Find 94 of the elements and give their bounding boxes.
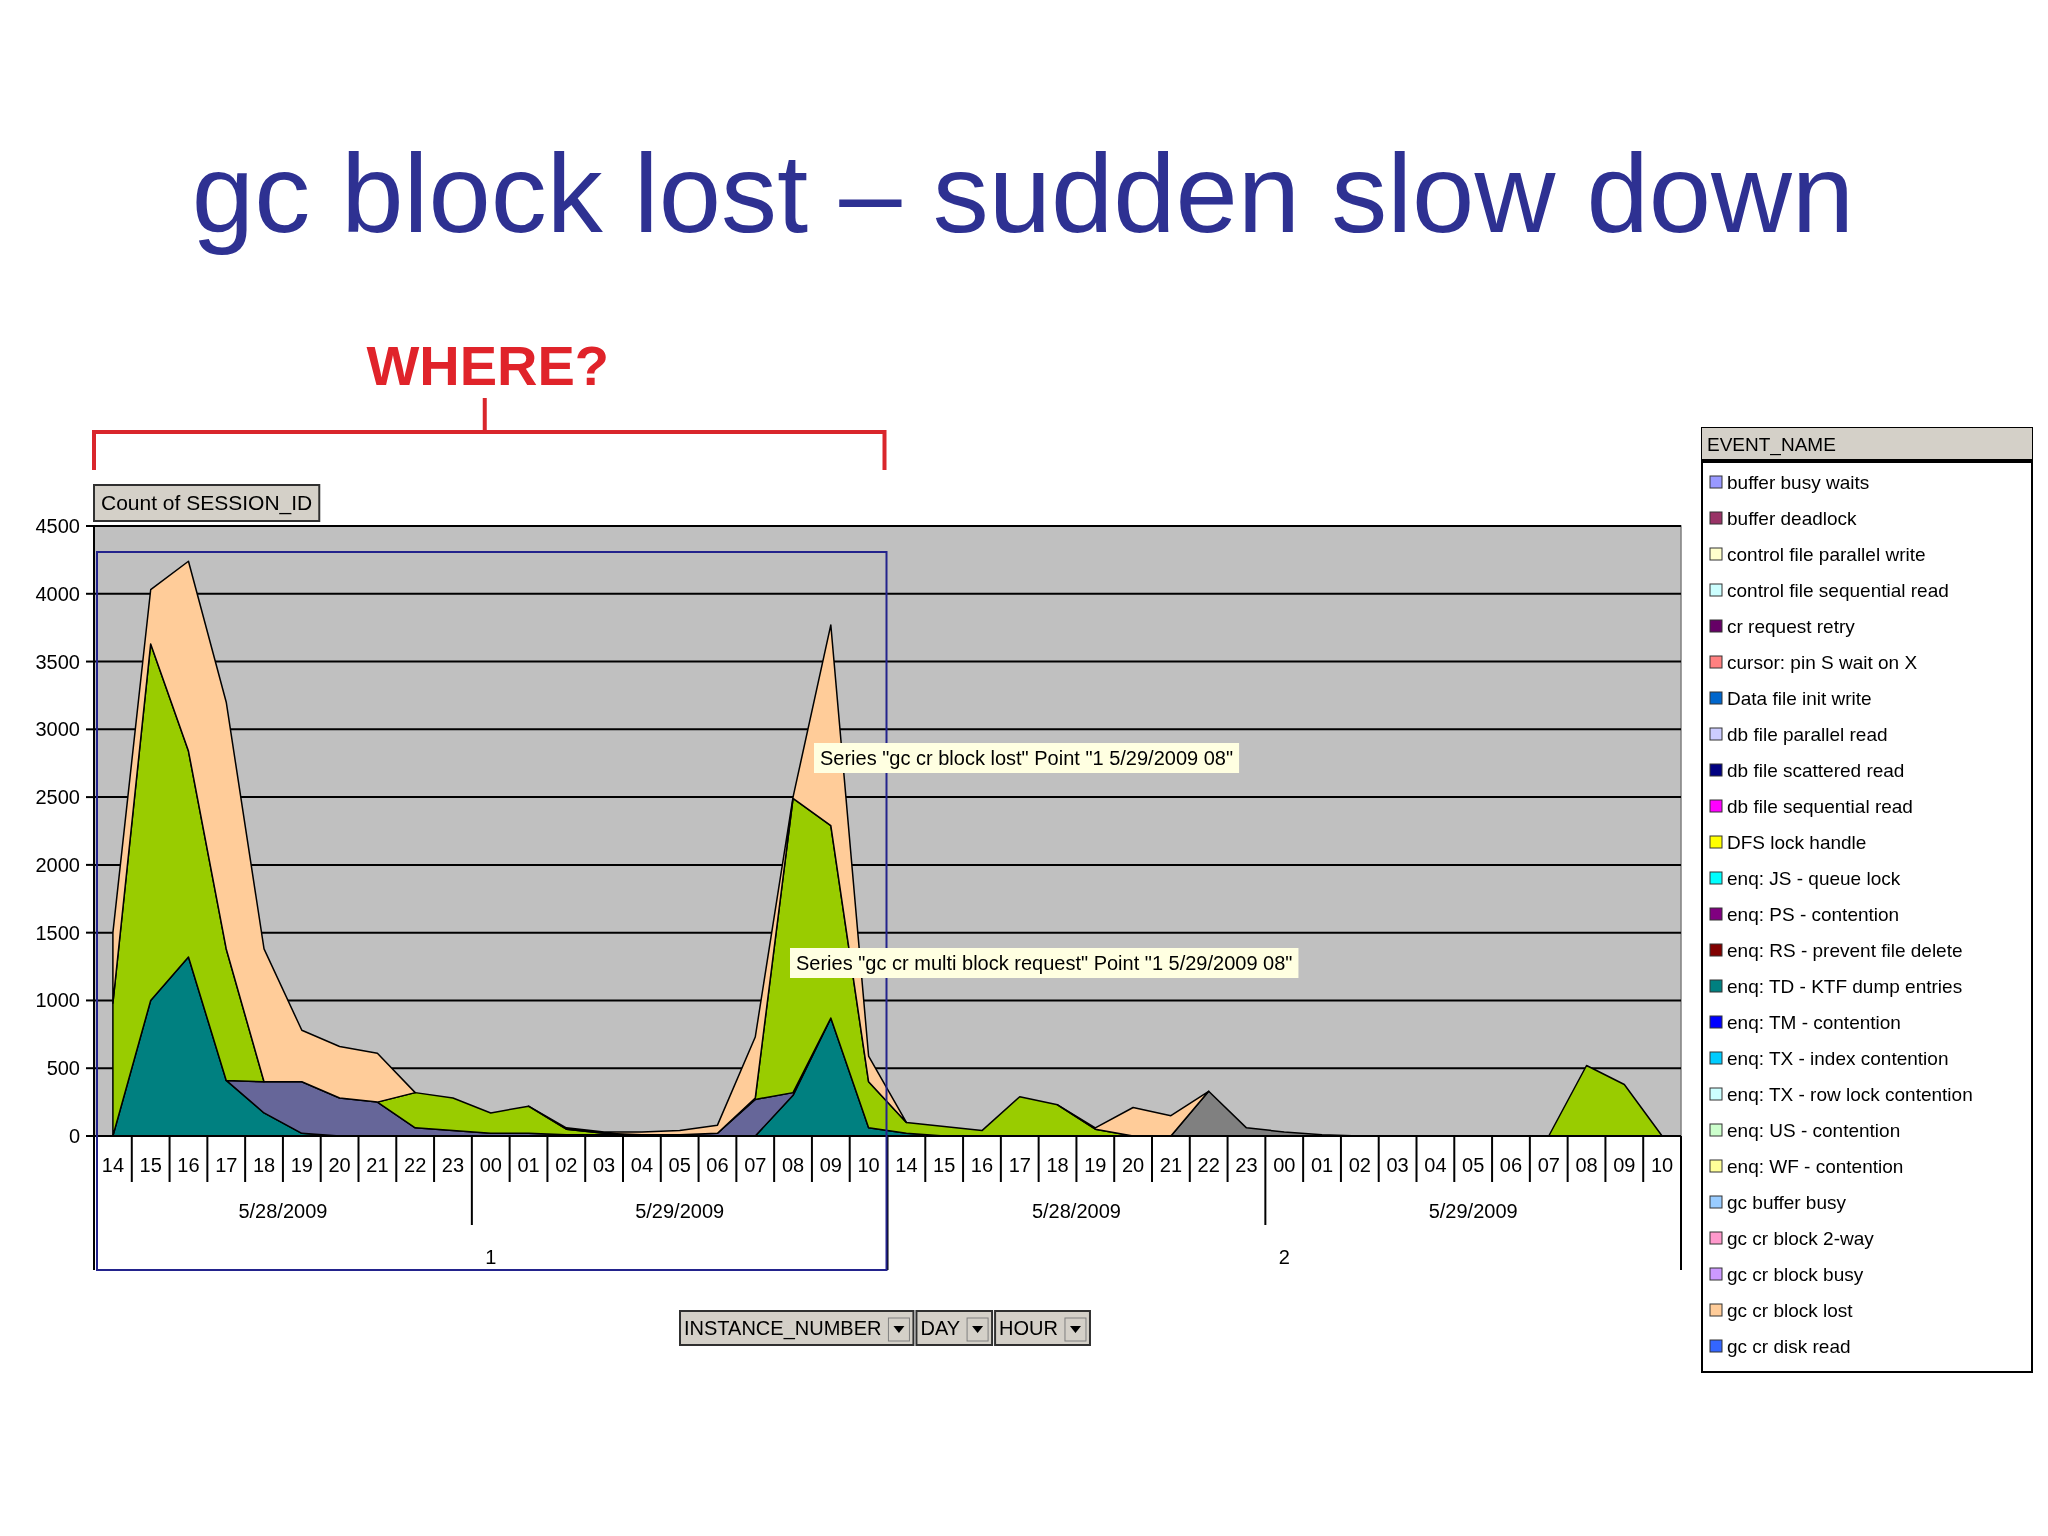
x-tick-label: 02 <box>555 1154 578 1176</box>
legend-label: DFS lock handle <box>1727 831 1867 853</box>
x-tick-label: 08 <box>781 1154 805 1176</box>
y-tick-label: 2000 <box>35 853 80 876</box>
x-tick-label: 17 <box>215 1154 238 1176</box>
x-tick-label: 22 <box>404 1154 427 1176</box>
legend-label: control file sequential read <box>1727 579 1949 601</box>
x-tick-label: 00 <box>479 1154 502 1176</box>
legend-label: buffer busy waits <box>1727 471 1870 493</box>
legend-label: buffer deadlock <box>1727 507 1858 529</box>
field-button: DAY <box>915 1310 994 1346</box>
x-tick-label: 22 <box>1197 1154 1220 1176</box>
x-tick-label: 08 <box>1575 1154 1598 1176</box>
legend-label: enq: WF - contention <box>1727 1155 1904 1177</box>
x-tick-label: 07 <box>744 1154 767 1176</box>
y-tick-label: 500 <box>46 1057 80 1080</box>
text: 2 <box>1278 1246 1290 1268</box>
x-tick-label: 14 <box>101 1154 125 1176</box>
legend-label: control file parallel write <box>1727 543 1926 565</box>
y-tick-label: 3000 <box>35 718 80 741</box>
x-tick-label: 10 <box>857 1154 880 1176</box>
legend-label: Data file init write <box>1727 687 1872 709</box>
y-tick-label: 0 <box>68 1125 80 1147</box>
x-tick-label: 03 <box>1386 1154 1409 1176</box>
annotation: Series "gc cr block lost" Point "1 5/29/2009 08" <box>820 747 1234 769</box>
x-tick-label: 18 <box>1046 1154 1069 1176</box>
x-tick-label: 16 <box>970 1154 994 1176</box>
x-tick-label: 18 <box>252 1154 276 1176</box>
x-tick-label: 01 <box>1310 1154 1334 1176</box>
x-tick-label: 03 <box>592 1154 616 1176</box>
legend-label: gc cr disk read <box>1727 1335 1851 1357</box>
tooltip: Series "gc cr multi block request" Point "1 5/29/2009 08" <box>790 948 1299 978</box>
legend-label: gc cr block busy <box>1727 1263 1864 1285</box>
y-tick-label: 1000 <box>35 989 80 1012</box>
legend-label: enq: TX - row lock contention <box>1727 1083 1973 1105</box>
x-tick-label: 19 <box>290 1154 313 1176</box>
y-tick-label: 4000 <box>35 582 80 605</box>
legend-label: gc buffer busy <box>1727 1191 1847 1213</box>
x-tick-label: 06 <box>706 1154 729 1176</box>
x-tick-label: 02 <box>1348 1154 1371 1176</box>
x-tick-label: 21 <box>1159 1154 1183 1176</box>
legend-label: db file sequential read <box>1727 795 1913 817</box>
legend-label: cr request retry <box>1727 615 1856 637</box>
x-tick-label: 06 <box>1499 1154 1523 1176</box>
text: 5/29/2009 <box>635 1200 725 1222</box>
field-button: HOUR <box>994 1310 1091 1346</box>
x-tick-label: 21 <box>366 1154 389 1176</box>
legend-label: enq: PS - contention <box>1727 903 1900 925</box>
chart-title: gc block lost – sudden slow down <box>191 131 1855 256</box>
x-tick-label: 23 <box>441 1154 465 1176</box>
text: 5/28/2009 <box>238 1200 328 1222</box>
x-tick-label: 04 <box>1424 1154 1447 1176</box>
legend-label: enq: TX - index contention <box>1727 1047 1949 1069</box>
x-tick-label: 05 <box>1462 1154 1485 1176</box>
x-tick-label: 23 <box>1235 1154 1258 1176</box>
x-tick-label: 16 <box>177 1154 200 1176</box>
y-tick-label: 2500 <box>35 786 80 809</box>
x-tick-label: 15 <box>933 1154 956 1176</box>
x-tick-label: 07 <box>1537 1154 1560 1176</box>
y-axis-title: Count of SESSION_ID <box>101 491 313 515</box>
x-tick-label: 09 <box>819 1154 842 1176</box>
x-tick-label: 05 <box>668 1154 691 1176</box>
x-tick-label: 10 <box>1650 1154 1674 1176</box>
legend-label: enq: US - contention <box>1727 1119 1901 1141</box>
x-tick-label: 04 <box>630 1154 654 1176</box>
x-tick-label: 17 <box>1008 1154 1031 1176</box>
text: 5/28/2009 <box>1031 1200 1121 1222</box>
text: 1 <box>485 1246 497 1268</box>
text: 5/29/2009 <box>1428 1200 1518 1222</box>
legend-label: enq: RS - prevent file delete <box>1727 939 1963 961</box>
legend-title: EVENT_NAME <box>1707 434 1836 456</box>
legend-label: gc cr block 2-way <box>1727 1227 1875 1249</box>
annotation: Series "gc cr multi block request" Point "1 5/29/2009 08" <box>796 952 1293 974</box>
legend-label: db file scattered read <box>1727 759 1905 781</box>
x-tick-label: 19 <box>1084 1154 1107 1176</box>
y-tick-label: 4500 <box>35 515 80 537</box>
text: WHERE? <box>366 334 610 397</box>
x-tick-label: 09 <box>1613 1154 1636 1176</box>
legend-label: cursor: pin S wait on X <box>1727 651 1918 673</box>
y-tick-label: 3500 <box>35 650 80 673</box>
x-tick-label: 14 <box>895 1154 918 1176</box>
legend-label: enq: TD - KTF dump entries <box>1727 975 1963 997</box>
x-tick-label: 01 <box>517 1154 540 1176</box>
field-button: INSTANCE_NUMBER <box>679 1310 915 1346</box>
x-tick-label: 20 <box>1121 1154 1145 1176</box>
tooltip: Series "gc cr block lost" Point "1 5/29/2009 08" <box>814 743 1240 773</box>
legend-label: gc cr block lost <box>1727 1299 1854 1321</box>
x-tick-label: 20 <box>328 1154 351 1176</box>
legend-label: enq: JS - queue lock <box>1727 867 1901 889</box>
legend-label: db file parallel read <box>1727 723 1888 745</box>
legend-label: enq: TM - contention <box>1727 1011 1901 1033</box>
y-tick-label: 1500 <box>35 921 80 944</box>
x-tick-label: 15 <box>139 1154 162 1176</box>
x-tick-label: 00 <box>1273 1154 1296 1176</box>
